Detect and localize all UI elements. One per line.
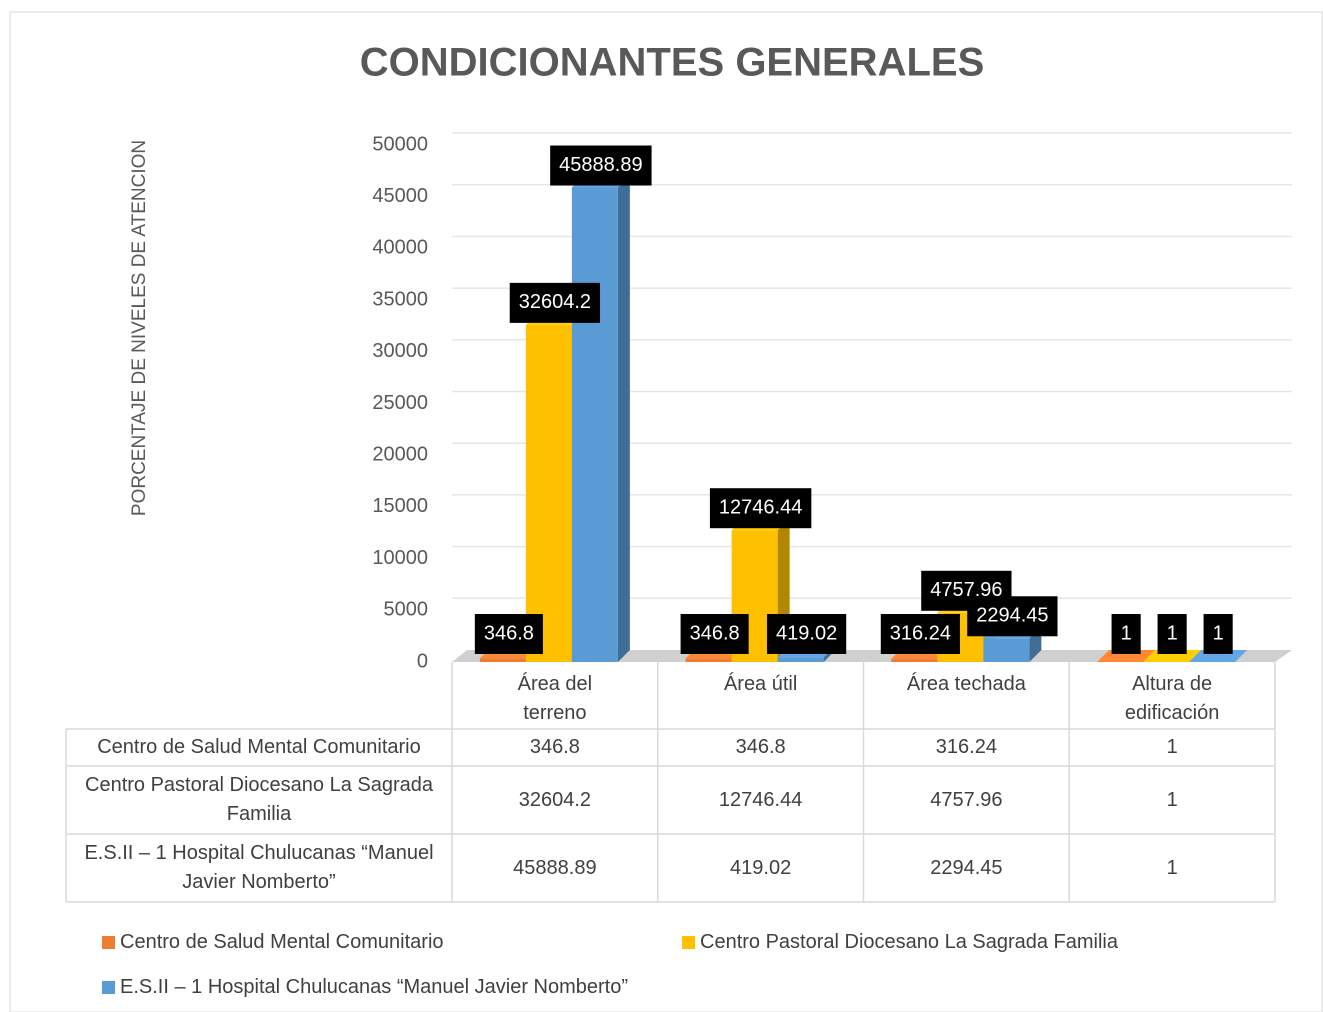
- y-tick-label: 50000: [372, 133, 428, 155]
- legend-item: Centro de Salud Mental Comunitario: [102, 928, 444, 956]
- legend-swatch: [102, 980, 115, 994]
- data-label: 346.8: [690, 622, 740, 644]
- chart-border: [9, 11, 1323, 1012]
- y-tick-label: 25000: [372, 392, 428, 414]
- bar-side: [617, 175, 630, 662]
- data-label-box: [680, 614, 749, 654]
- data-label-group: 32604.2: [509, 282, 601, 323]
- category-label: Altura de edificación: [1124, 673, 1220, 724]
- data-label: 346.8: [484, 622, 534, 644]
- data-label-box: [550, 145, 652, 186]
- chart-title: CONDICIONANTES GENERALES: [360, 41, 985, 85]
- data-label-group: 346.8: [474, 614, 543, 654]
- y-tick-label: 20000: [372, 443, 428, 465]
- table-cell: 419.02: [730, 856, 792, 879]
- y-tick-label: 30000: [372, 340, 428, 362]
- legend-swatch: [682, 935, 695, 949]
- y-tick-label: 0: [417, 650, 428, 672]
- data-label-group: 1: [1157, 614, 1187, 654]
- bar: [685, 658, 732, 662]
- data-label: 1: [1121, 622, 1132, 644]
- legend-item: E.S.II – 1 Hospital Chulucanas “Manuel J…: [102, 973, 628, 1001]
- y-tick-label: 40000: [372, 237, 428, 259]
- data-label-box: [709, 488, 812, 529]
- table-row-header: Centro Pastoral Diocesano La Sagrada Fam…: [85, 774, 433, 825]
- legend-label: E.S.II – 1 Hospital Chulucanas “Manuel J…: [120, 975, 629, 998]
- data-label: 316.24: [890, 622, 951, 644]
- y-axis-label: PORCENTAJE DE NIVELES DE ATENCION: [129, 140, 150, 516]
- data-label: 32604.2: [519, 291, 591, 313]
- data-label: 45888.89: [559, 154, 642, 176]
- bar: [479, 658, 526, 662]
- category-label: Área del terreno: [517, 673, 593, 724]
- bar-side: [1235, 649, 1248, 662]
- bar: [571, 187, 618, 662]
- data-label-group: 316.24: [880, 614, 960, 654]
- data-label: 419.02: [776, 622, 837, 644]
- table-cell: 4757.96: [930, 788, 1003, 811]
- category-label: Área techada: [906, 673, 1026, 695]
- data-label: 2294.45: [976, 605, 1048, 627]
- y-tick-label: 10000: [372, 547, 428, 569]
- data-label-box: [474, 614, 543, 654]
- data-label-group: 346.8: [680, 614, 749, 654]
- data-label: 12746.44: [719, 496, 802, 518]
- floor: [452, 650, 1292, 662]
- data-label: 1: [1167, 622, 1178, 644]
- table-cell: 32604.2: [518, 788, 592, 811]
- bar: [777, 657, 824, 662]
- bar: [983, 638, 1030, 662]
- table-cell: 2294.45: [930, 856, 1003, 879]
- y-tick-label: 35000: [372, 288, 428, 310]
- data-label-group: 2294.45: [967, 596, 1058, 637]
- data-label-box: [1111, 614, 1141, 654]
- table-cell: 1: [1166, 736, 1178, 758]
- table-cell: 1: [1166, 788, 1178, 811]
- data-label-group: 12746.44: [709, 488, 812, 529]
- data-label-group: 1: [1203, 614, 1233, 654]
- table-cell: 1: [1166, 856, 1178, 879]
- bar: [525, 324, 572, 662]
- data-label-box: [1203, 614, 1233, 654]
- data-label-group: 419.02: [767, 614, 847, 654]
- data-label-box: [880, 614, 960, 654]
- data-label-box: [1157, 614, 1187, 654]
- table-cell: 45888.89: [513, 856, 597, 879]
- data-label-box: [767, 614, 847, 654]
- y-tick-label: 45000: [372, 185, 428, 207]
- y-tick-label: 15000: [372, 495, 428, 517]
- y-tick-label: 5000: [384, 599, 429, 621]
- data-label-group: 45888.89: [550, 145, 652, 186]
- table-row-header: Centro de Salud Mental Comunitario: [97, 736, 421, 758]
- table-cell: 12746.44: [718, 788, 803, 811]
- data-label-box: [509, 282, 601, 323]
- table-row-header: E.S.II – 1 Hospital Chulucanas “Manuel J…: [84, 842, 434, 893]
- bar: [891, 658, 938, 662]
- data-label-group: 1: [1111, 614, 1141, 654]
- legend-item: Centro Pastoral Diocesano La Sagrada Fam…: [682, 928, 1118, 956]
- legend-label: Centro de Salud Mental Comunitario: [120, 930, 444, 953]
- table-cell: 346.8: [529, 736, 580, 758]
- category-label: Área útil: [723, 673, 798, 695]
- table-cell: 346.8: [735, 736, 786, 758]
- legend-swatch: [102, 935, 115, 949]
- legend-label: Centro Pastoral Diocesano La Sagrada Fam…: [700, 930, 1118, 953]
- table-cell: 316.24: [935, 736, 997, 758]
- data-label-group: 4757.96: [921, 570, 1012, 611]
- data-label-box: [967, 596, 1058, 637]
- data-label: 4757.96: [930, 579, 1002, 601]
- data-label: 1: [1213, 622, 1224, 644]
